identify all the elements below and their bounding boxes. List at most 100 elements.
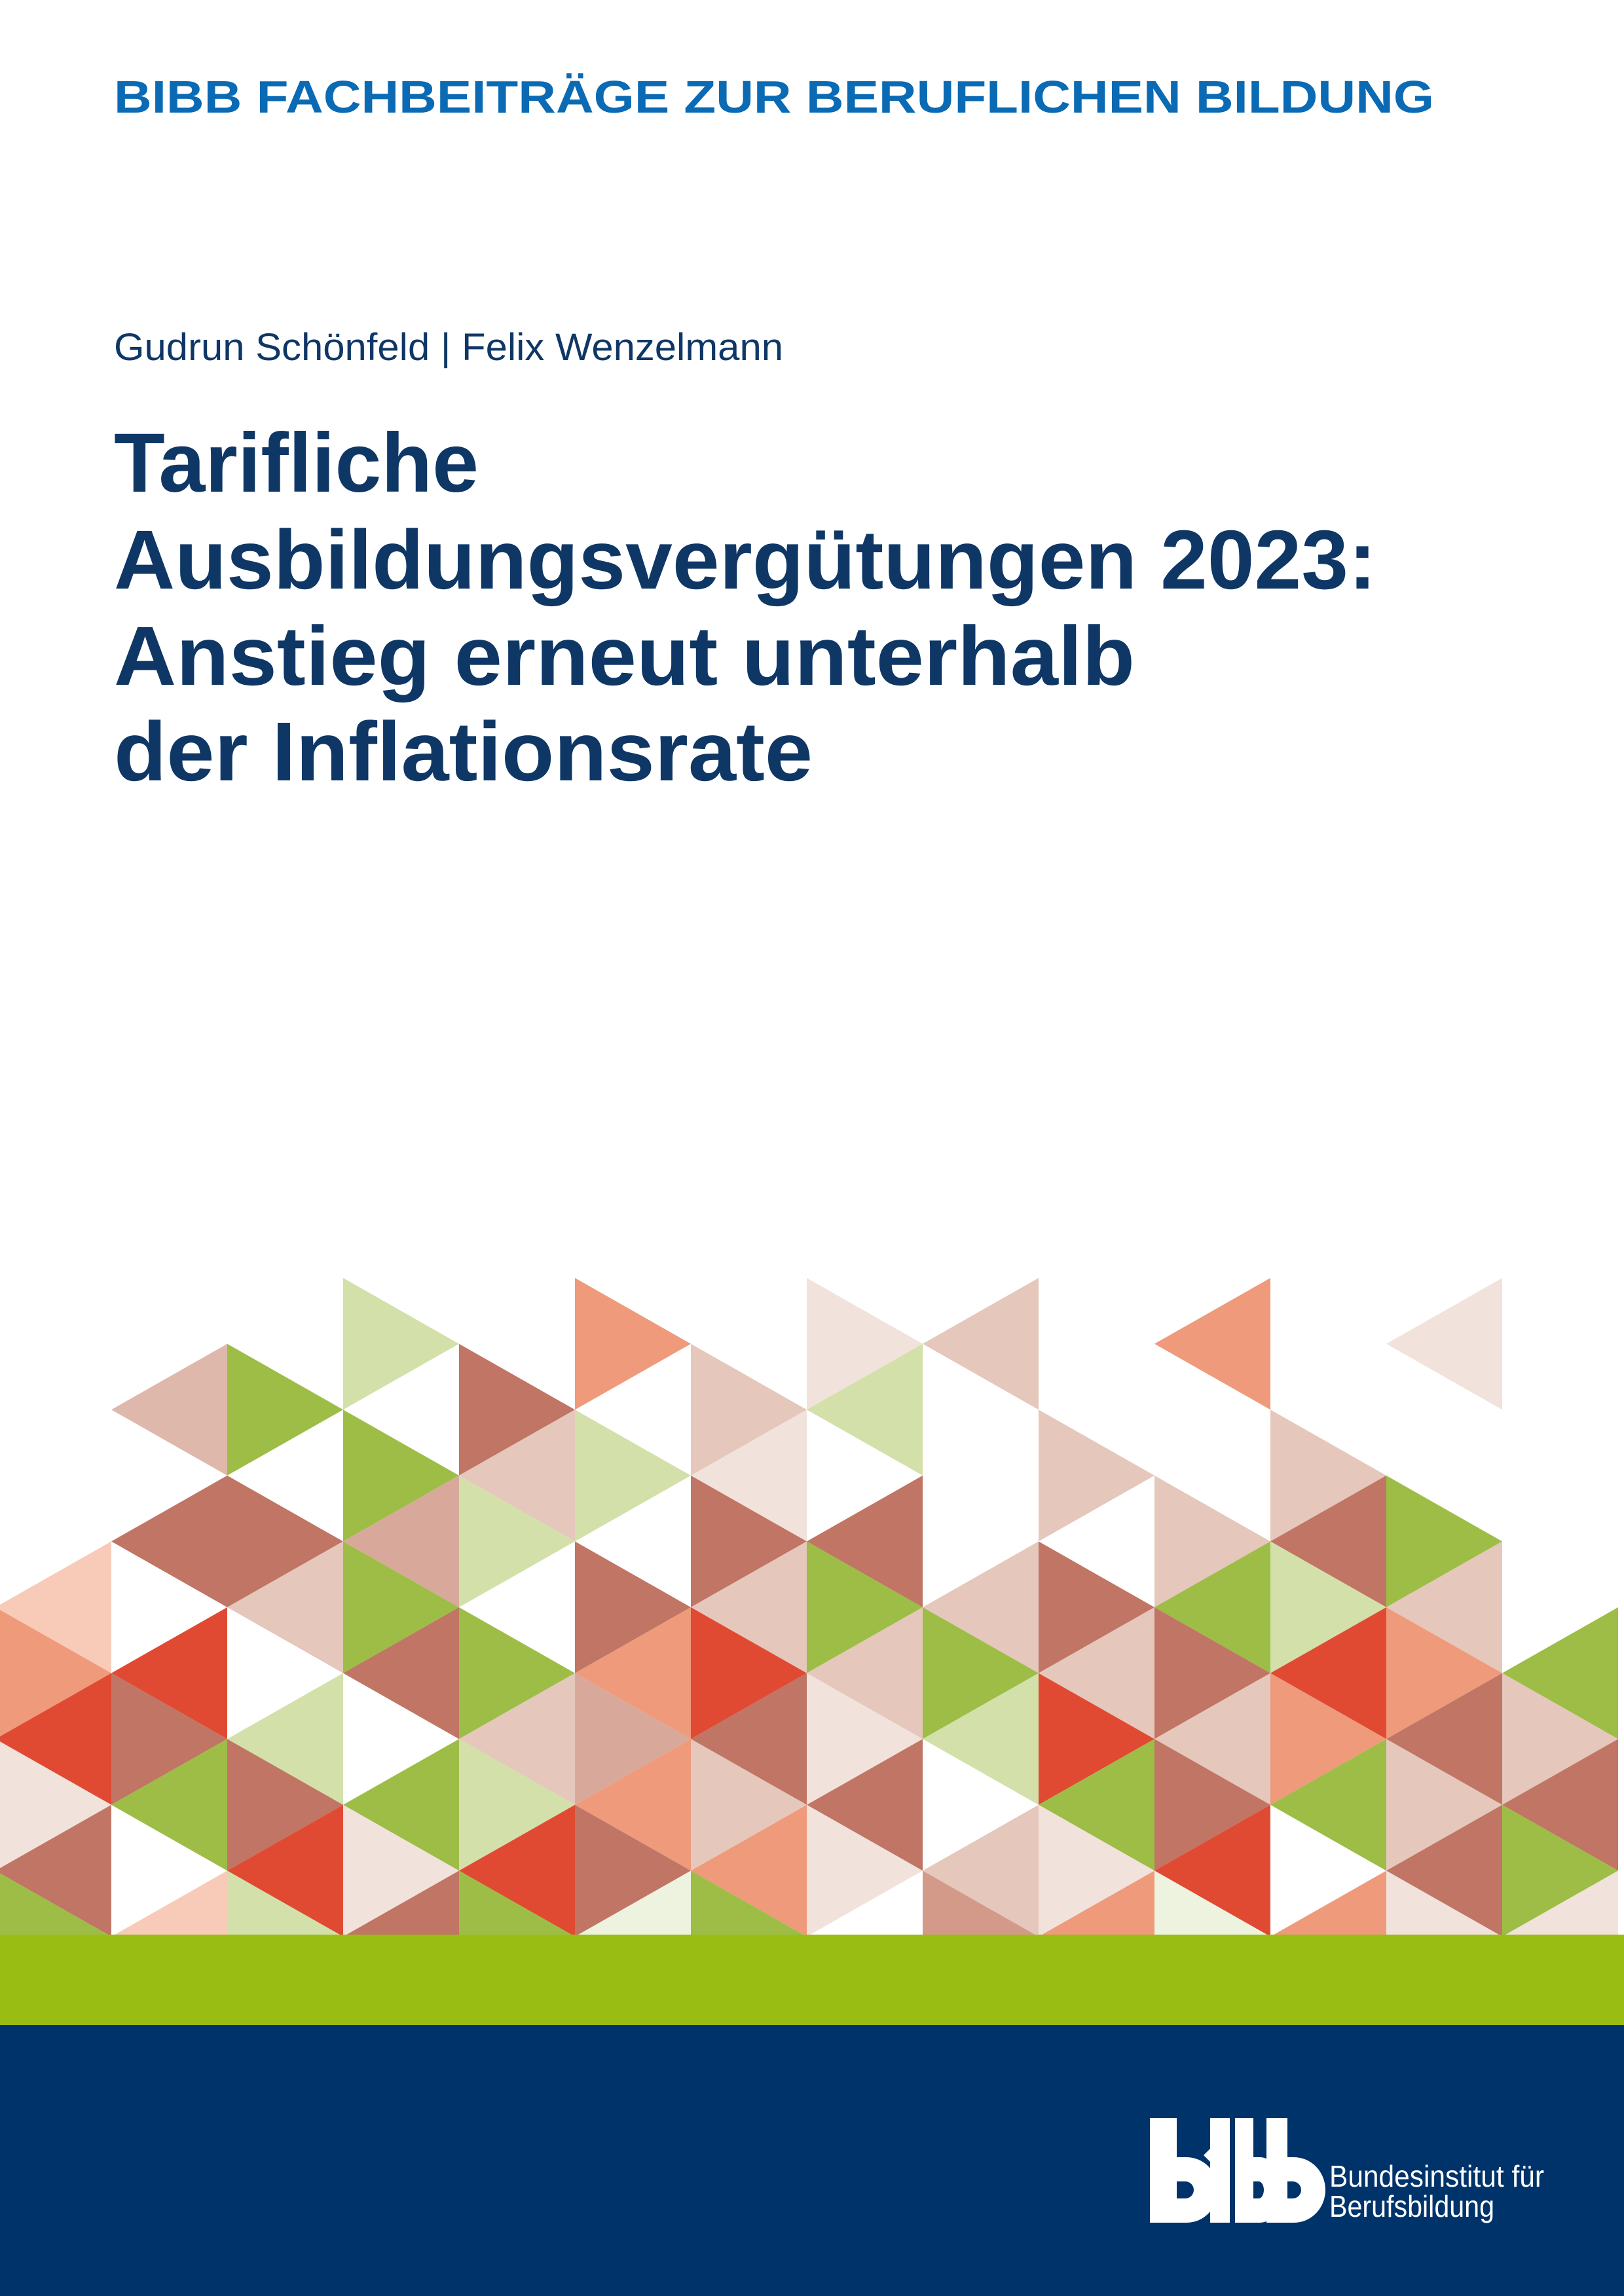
pattern-triangle xyxy=(111,1673,227,1805)
pattern-triangle xyxy=(691,1475,807,1607)
pattern-triangle xyxy=(1386,1278,1502,1410)
pattern-triangle xyxy=(0,1873,108,1935)
pattern-triangle xyxy=(0,1609,111,1737)
pattern-triangle xyxy=(575,1673,691,1805)
pattern-triangle xyxy=(343,1739,459,1871)
pattern-triangle xyxy=(1042,1870,1154,1935)
pattern-triangle xyxy=(459,1475,575,1607)
publisher-name-line-1: Bundesinstitut für xyxy=(1329,2159,1544,2193)
pattern-triangle xyxy=(111,1343,227,1476)
pattern-triangle xyxy=(1386,1870,1499,1935)
pattern-triangle xyxy=(227,1673,343,1805)
pattern-triangle xyxy=(1154,1673,1270,1805)
bibb-logo: Bundesinstitut für Berufsbildung xyxy=(1150,2118,1544,2223)
pattern-triangle xyxy=(111,1607,227,1740)
pattern-triangle xyxy=(1154,1804,1270,1935)
pattern-triangle xyxy=(691,1541,807,1673)
pattern-triangle xyxy=(1502,1739,1618,1871)
pattern-triangle xyxy=(807,1278,923,1410)
pattern-triangle xyxy=(459,1804,575,1935)
pattern-triangle xyxy=(227,1870,340,1935)
pattern-triangle xyxy=(0,1541,111,1673)
pattern-triangle xyxy=(1039,1410,1154,1542)
green-bar xyxy=(0,1935,1624,2026)
pattern-triangle xyxy=(1505,1870,1618,1935)
pattern-triangle xyxy=(1039,1541,1154,1673)
pattern-triangle xyxy=(691,1804,807,1935)
pattern-triangle xyxy=(343,1804,459,1935)
pattern-triangle xyxy=(1039,1804,1154,1935)
pattern-triangle xyxy=(1386,1673,1502,1805)
pattern-triangle xyxy=(459,1870,572,1935)
pattern-triangle xyxy=(1502,1804,1618,1935)
pattern-triangle xyxy=(691,1410,807,1542)
pattern-triangle xyxy=(115,1870,227,1935)
pattern-triangle xyxy=(575,1541,691,1673)
pattern-triangle xyxy=(575,1607,691,1740)
pattern-triangle xyxy=(575,1278,691,1410)
pattern-triangle xyxy=(1270,1739,1386,1871)
title-line-4: der Inflationsrate xyxy=(114,705,813,799)
pattern-triangle xyxy=(111,1739,227,1871)
pattern-triangle xyxy=(1039,1673,1154,1805)
pattern-triangle xyxy=(1039,1607,1154,1740)
pattern-triangle xyxy=(0,1673,111,1805)
pattern-triangle xyxy=(1154,1475,1270,1607)
publisher-name-line-2: Berufsbildung xyxy=(1329,2189,1494,2223)
pattern-triangle xyxy=(578,1870,691,1935)
pattern-triangle xyxy=(1270,1410,1386,1542)
pattern-triangle xyxy=(923,1541,1039,1673)
pattern-triangle xyxy=(1039,1739,1154,1871)
pattern-triangle xyxy=(227,1541,343,1673)
pattern-triangle xyxy=(691,1673,807,1805)
pattern-triangle xyxy=(346,1870,459,1935)
pattern-triangle xyxy=(1386,1541,1502,1673)
pattern-triangle xyxy=(1270,1541,1386,1673)
title-line-2: Ausbildungsvergütungen 2023: xyxy=(114,513,1376,607)
pattern-triangle xyxy=(343,1541,459,1673)
pattern-triangle xyxy=(923,1673,1039,1805)
pattern-triangle xyxy=(1386,1475,1502,1607)
series-title: BIBB FACHBEITRÄGE ZUR BERUFLICHEN BILDUN… xyxy=(114,71,1434,122)
pattern-triangle xyxy=(807,1673,923,1805)
pattern-triangle xyxy=(923,1870,1035,1935)
pattern-triangle xyxy=(923,1278,1039,1410)
pattern-triangle xyxy=(691,1607,807,1740)
pattern-triangle xyxy=(227,1739,343,1871)
pattern-triangle xyxy=(1386,1804,1502,1935)
pattern-triangle xyxy=(691,1870,803,1935)
pattern-triangle xyxy=(1154,1739,1270,1871)
pattern-triangle xyxy=(1270,1673,1386,1805)
pattern-triangle xyxy=(1270,1607,1386,1740)
pattern-triangle xyxy=(807,1343,923,1476)
pattern-triangle xyxy=(575,1804,691,1935)
pattern-triangle xyxy=(459,1410,575,1542)
title-line-3: Anstieg erneut unterhalb xyxy=(114,610,1135,703)
title-line-1: Tarifliche xyxy=(114,416,479,510)
pattern-triangle xyxy=(807,1739,923,1871)
pattern-triangle xyxy=(0,1741,111,1868)
pattern-triangle xyxy=(343,1607,459,1740)
pattern-triangle xyxy=(459,1739,575,1871)
navy-band xyxy=(0,2025,1624,2296)
pattern-triangle xyxy=(343,1475,459,1607)
pattern-triangle xyxy=(923,1607,1039,1740)
pattern-triangle xyxy=(807,1804,923,1935)
pattern-triangle xyxy=(1502,1673,1618,1805)
pattern-triangle xyxy=(807,1541,923,1673)
pattern-triangle xyxy=(459,1673,575,1805)
pattern-triangle xyxy=(1154,1607,1270,1740)
pattern-triangle xyxy=(1502,1607,1618,1740)
pattern-triangle xyxy=(1154,1278,1270,1410)
triangle-pattern xyxy=(0,1278,1618,1935)
pattern-triangle xyxy=(807,1607,923,1740)
pattern-triangle xyxy=(575,1739,691,1871)
pattern-triangle xyxy=(227,1475,343,1607)
pattern-triangle xyxy=(1154,1541,1270,1673)
pattern-triangle xyxy=(1270,1475,1386,1607)
pattern-triangle xyxy=(691,1343,807,1476)
pattern-triangle xyxy=(111,1475,227,1607)
pattern-triangle xyxy=(923,1804,1039,1935)
document-title: Tarifliche Ausbildungsvergütungen 2023: … xyxy=(114,416,1376,799)
